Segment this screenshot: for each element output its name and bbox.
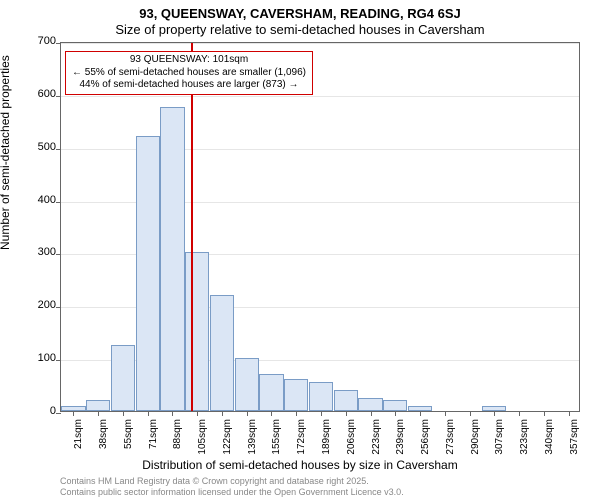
ytick-mark <box>56 96 61 97</box>
xtick-mark <box>371 411 372 416</box>
histogram-bar <box>136 136 160 411</box>
chart-title-line2: Size of property relative to semi-detach… <box>0 22 600 37</box>
xtick-mark <box>172 411 173 416</box>
xtick-mark <box>346 411 347 416</box>
xtick-mark <box>470 411 471 416</box>
xtick-label: 357sqm <box>569 419 580 459</box>
xtick-mark <box>544 411 545 416</box>
xtick-mark <box>445 411 446 416</box>
xtick-mark <box>321 411 322 416</box>
xtick-label: 273sqm <box>445 419 456 459</box>
xtick-label: 323sqm <box>519 419 530 459</box>
xtick-mark <box>222 411 223 416</box>
histogram-bar <box>309 382 333 411</box>
ytick-mark <box>56 254 61 255</box>
reference-line <box>191 43 193 411</box>
histogram-bar <box>259 374 283 411</box>
attribution-line2: Contains public sector information licen… <box>60 487 404 497</box>
xtick-mark <box>247 411 248 416</box>
xtick-mark <box>420 411 421 416</box>
xtick-mark <box>123 411 124 416</box>
xtick-mark <box>197 411 198 416</box>
xtick-label: 239sqm <box>395 419 406 459</box>
xtick-label: 21sqm <box>73 419 84 459</box>
histogram-bar <box>284 379 308 411</box>
ytick-label: 200 <box>26 299 56 311</box>
ytick-label: 600 <box>26 88 56 100</box>
chart-title-line1: 93, QUEENSWAY, CAVERSHAM, READING, RG4 6… <box>0 6 600 21</box>
histogram-bar <box>160 107 184 411</box>
histogram-bar <box>86 400 110 411</box>
histogram-bar <box>235 358 259 411</box>
x-axis-label: Distribution of semi-detached houses by … <box>0 458 600 472</box>
ytick-mark <box>56 360 61 361</box>
ytick-label: 0 <box>26 405 56 417</box>
xtick-label: 172sqm <box>296 419 307 459</box>
xtick-label: 256sqm <box>420 419 431 459</box>
xtick-label: 139sqm <box>247 419 258 459</box>
xtick-mark <box>73 411 74 416</box>
chart-container: 93, QUEENSWAY, CAVERSHAM, READING, RG4 6… <box>0 0 600 500</box>
xtick-mark <box>494 411 495 416</box>
xtick-label: 340sqm <box>544 419 555 459</box>
annotation-line2: ← 55% of semi-detached houses are smalle… <box>72 67 306 80</box>
xtick-mark <box>519 411 520 416</box>
xtick-label: 38sqm <box>98 419 109 459</box>
annotation-line3: 44% of semi-detached houses are larger (… <box>72 79 306 92</box>
ytick-mark <box>56 413 61 414</box>
histogram-bar <box>383 400 407 411</box>
histogram-bar <box>185 252 209 411</box>
ytick-mark <box>56 43 61 44</box>
xtick-label: 55sqm <box>123 419 134 459</box>
xtick-mark <box>296 411 297 416</box>
ytick-mark <box>56 149 61 150</box>
xtick-label: 122sqm <box>222 419 233 459</box>
xtick-label: 88sqm <box>172 419 183 459</box>
xtick-mark <box>271 411 272 416</box>
xtick-mark <box>148 411 149 416</box>
xtick-label: 307sqm <box>494 419 505 459</box>
xtick-mark <box>569 411 570 416</box>
ytick-label: 300 <box>26 246 56 258</box>
xtick-label: 71sqm <box>148 419 159 459</box>
ytick-label: 400 <box>26 194 56 206</box>
xtick-label: 290sqm <box>470 419 481 459</box>
attribution-line1: Contains HM Land Registry data © Crown c… <box>60 476 369 486</box>
histogram-bar <box>111 345 135 411</box>
xtick-label: 155sqm <box>271 419 282 459</box>
y-axis-label: Number of semi-detached properties <box>0 55 12 250</box>
xtick-label: 189sqm <box>321 419 332 459</box>
ytick-label: 500 <box>26 141 56 153</box>
annotation-line1: 93 QUEENSWAY: 101sqm <box>72 54 306 67</box>
ytick-label: 700 <box>26 35 56 47</box>
plot-area: 93 QUEENSWAY: 101sqm ← 55% of semi-detac… <box>60 42 580 412</box>
xtick-label: 223sqm <box>371 419 382 459</box>
gridline <box>61 43 579 44</box>
histogram-bar <box>358 398 382 411</box>
gridline <box>61 96 579 97</box>
ytick-mark <box>56 202 61 203</box>
histogram-bar <box>334 390 358 411</box>
histogram-bar <box>210 295 234 411</box>
xtick-label: 105sqm <box>197 419 208 459</box>
xtick-mark <box>395 411 396 416</box>
ytick-label: 100 <box>26 352 56 364</box>
xtick-mark <box>98 411 99 416</box>
xtick-label: 206sqm <box>346 419 357 459</box>
annotation-box: 93 QUEENSWAY: 101sqm ← 55% of semi-detac… <box>65 51 313 95</box>
ytick-mark <box>56 307 61 308</box>
